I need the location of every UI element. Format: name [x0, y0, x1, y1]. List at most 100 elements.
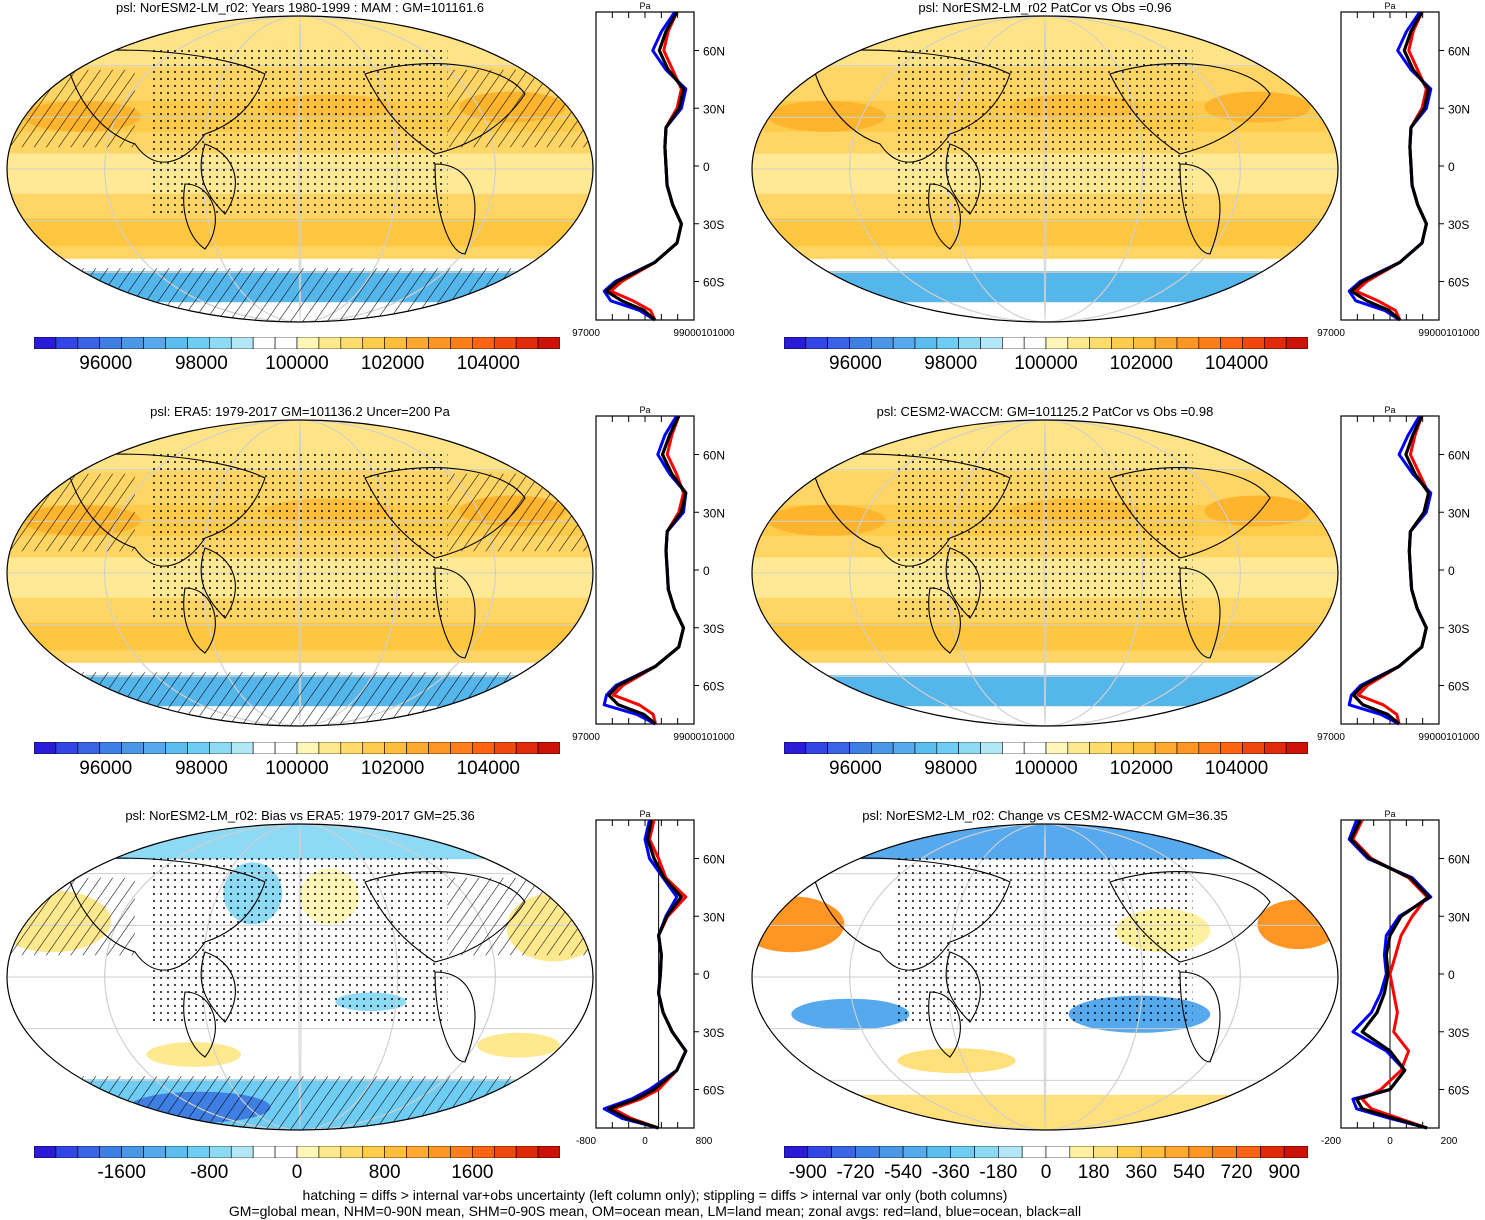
- colorbar-swatch: [55, 1146, 79, 1158]
- colorbar-tick-label: -540: [884, 1162, 923, 1183]
- map-border: [751, 15, 1339, 323]
- colorbar-swatch: [77, 1146, 101, 1158]
- zonal-line-ocean: [1347, 415, 1433, 726]
- colorbar-swatch: [34, 337, 57, 349]
- zonal-line-land: [1356, 415, 1431, 725]
- zonal-x-label: 99000101000: [673, 732, 735, 743]
- zonal-lat-label: 0: [1448, 160, 1455, 174]
- colorbar: [784, 1146, 1308, 1158]
- colorbar-tick-label: 102000: [1109, 353, 1173, 374]
- zonal-lat-label: 30N: [1448, 910, 1470, 924]
- colorbar-swatch: [55, 337, 79, 349]
- colorbar-swatch: [784, 742, 807, 754]
- colorbar-tick-label: 98000: [174, 758, 228, 779]
- colorbar-swatch: [1264, 337, 1287, 349]
- colorbar-tick-label: -180: [979, 1162, 1018, 1183]
- colorbar-tick-label: 104000: [456, 758, 520, 779]
- colorbar-tick-label: 102000: [360, 758, 425, 779]
- colorbar-swatch: [493, 337, 517, 349]
- colorbar-swatch: [1133, 742, 1156, 754]
- colorbar-swatch: [99, 742, 122, 754]
- zonal-x-label: -800: [576, 1136, 596, 1147]
- colorbar-swatch: [1220, 742, 1243, 754]
- field-band: [752, 218, 1338, 247]
- colorbar-swatch: [537, 337, 560, 349]
- panel-3: psl: CESM2-WACCM: GM=101125.2 PatCor vs …: [745, 404, 1485, 804]
- zonal-mean-plot: Pa 60N 30N 0 30S 60S 97000 99000101000: [572, 405, 735, 743]
- zonal-lat-label: 30S: [1448, 218, 1469, 232]
- colorbar-swatch: [1242, 742, 1265, 754]
- panel-title: psl: NorESM2-LM_r02: Years 1980-1999 : M…: [116, 0, 484, 15]
- colorbar-swatch: [849, 742, 872, 754]
- zonal-lat-label: 60S: [1448, 1084, 1469, 1098]
- graticule-line: [849, 420, 1241, 726]
- colorbar-swatch: [892, 337, 916, 349]
- zonal-line-all: [1349, 819, 1431, 1130]
- zonal-unit-label: Pa: [1384, 405, 1395, 415]
- zonal-lat-label: 30N: [703, 506, 725, 520]
- zonal-x-label: 97000: [1317, 328, 1345, 339]
- colorbar-tick-label: 100000: [1014, 353, 1078, 374]
- colorbar-labels: -900 -720 -540 -360 -180 0 180 360 540 720 900: [784, 1162, 1308, 1186]
- colorbar-swatch: [493, 1146, 517, 1158]
- colorbar-swatch: [230, 742, 254, 754]
- colorbar-swatch: [1164, 1146, 1190, 1158]
- colorbar-swatch: [855, 1146, 880, 1158]
- colorbar-tick-label: 104000: [456, 353, 520, 374]
- colorbar-tick-label: 96000: [829, 758, 882, 779]
- colorbar-swatch: [1220, 337, 1243, 349]
- stippling-region: [897, 45, 1193, 216]
- zonal-lat-label: 30S: [703, 218, 724, 232]
- colorbar-swatch: [428, 1146, 451, 1158]
- zonal-x-label: 97000: [572, 732, 600, 743]
- map-plot: [6, 419, 594, 727]
- colorbar-tick-label: 540: [1173, 1162, 1205, 1183]
- zonal-lat-label: 60S: [1448, 276, 1469, 290]
- map-plot: [6, 15, 594, 323]
- zonal-lat-label: 0: [1448, 968, 1455, 982]
- colorbar-tick-label: -1600: [97, 1162, 146, 1183]
- stippling-region: [897, 853, 1193, 1024]
- zonal-lat-label: 30S: [1448, 622, 1469, 636]
- colorbar-swatch: [1198, 337, 1221, 349]
- colorbar-tick-label: 98000: [924, 758, 978, 779]
- hatching-region: [7, 69, 135, 148]
- colorbar-tick-label: 98000: [174, 353, 228, 374]
- colorbar-swatch: [296, 742, 320, 754]
- zonal-unit-label: Pa: [1384, 1, 1395, 11]
- zonal-lat-label: 30N: [703, 910, 725, 924]
- colorbar-swatch: [55, 742, 79, 754]
- colorbar-tick-label: 1600: [451, 1162, 494, 1183]
- colorbar-tick-label: 102000: [1109, 758, 1173, 779]
- colorbar-swatch: [493, 742, 517, 754]
- zonal-mean-plot: Pa 60N 30N 0 30S 60S 97000 99000101000: [572, 1, 735, 339]
- colorbar-swatch: [784, 1146, 809, 1158]
- colorbar-swatch: [849, 337, 872, 349]
- colorbar-swatch: [1089, 742, 1112, 754]
- colorbar-swatch: [807, 1146, 832, 1158]
- zonal-x-label: -200: [1321, 1136, 1341, 1147]
- colorbar-swatch: [537, 1146, 560, 1158]
- zonal-lat-label: 60N: [1448, 853, 1470, 867]
- zonal-lat-label: 60N: [703, 45, 725, 59]
- zonal-line-all: [1349, 11, 1431, 322]
- hatching-region: [7, 1076, 593, 1130]
- colorbar-swatch: [274, 742, 298, 754]
- colorbar-swatch: [1069, 1146, 1094, 1158]
- colorbar-swatch: [384, 1146, 407, 1158]
- colorbar-swatch: [537, 742, 560, 754]
- colorbar-swatch: [515, 1146, 539, 1158]
- colorbar-swatch: [958, 337, 981, 349]
- zonal-line-ocean: [602, 415, 688, 726]
- panel-title: psl: ERA5: 1979-2017 GM=101136.2 Uncer=2…: [150, 404, 450, 419]
- colorbar-swatch: [165, 742, 188, 754]
- colorbar-swatch: [1176, 337, 1200, 349]
- stippling-region: [152, 449, 448, 620]
- high-pressure-cell: [767, 504, 886, 536]
- colorbar-swatch: [187, 1146, 210, 1158]
- colorbar-swatch: [1283, 1146, 1308, 1158]
- colorbar-swatch: [274, 1146, 298, 1158]
- zonal-lat-label: 60S: [703, 1084, 724, 1098]
- colorbar-swatch: [1002, 337, 1025, 349]
- field-band: [752, 662, 1338, 676]
